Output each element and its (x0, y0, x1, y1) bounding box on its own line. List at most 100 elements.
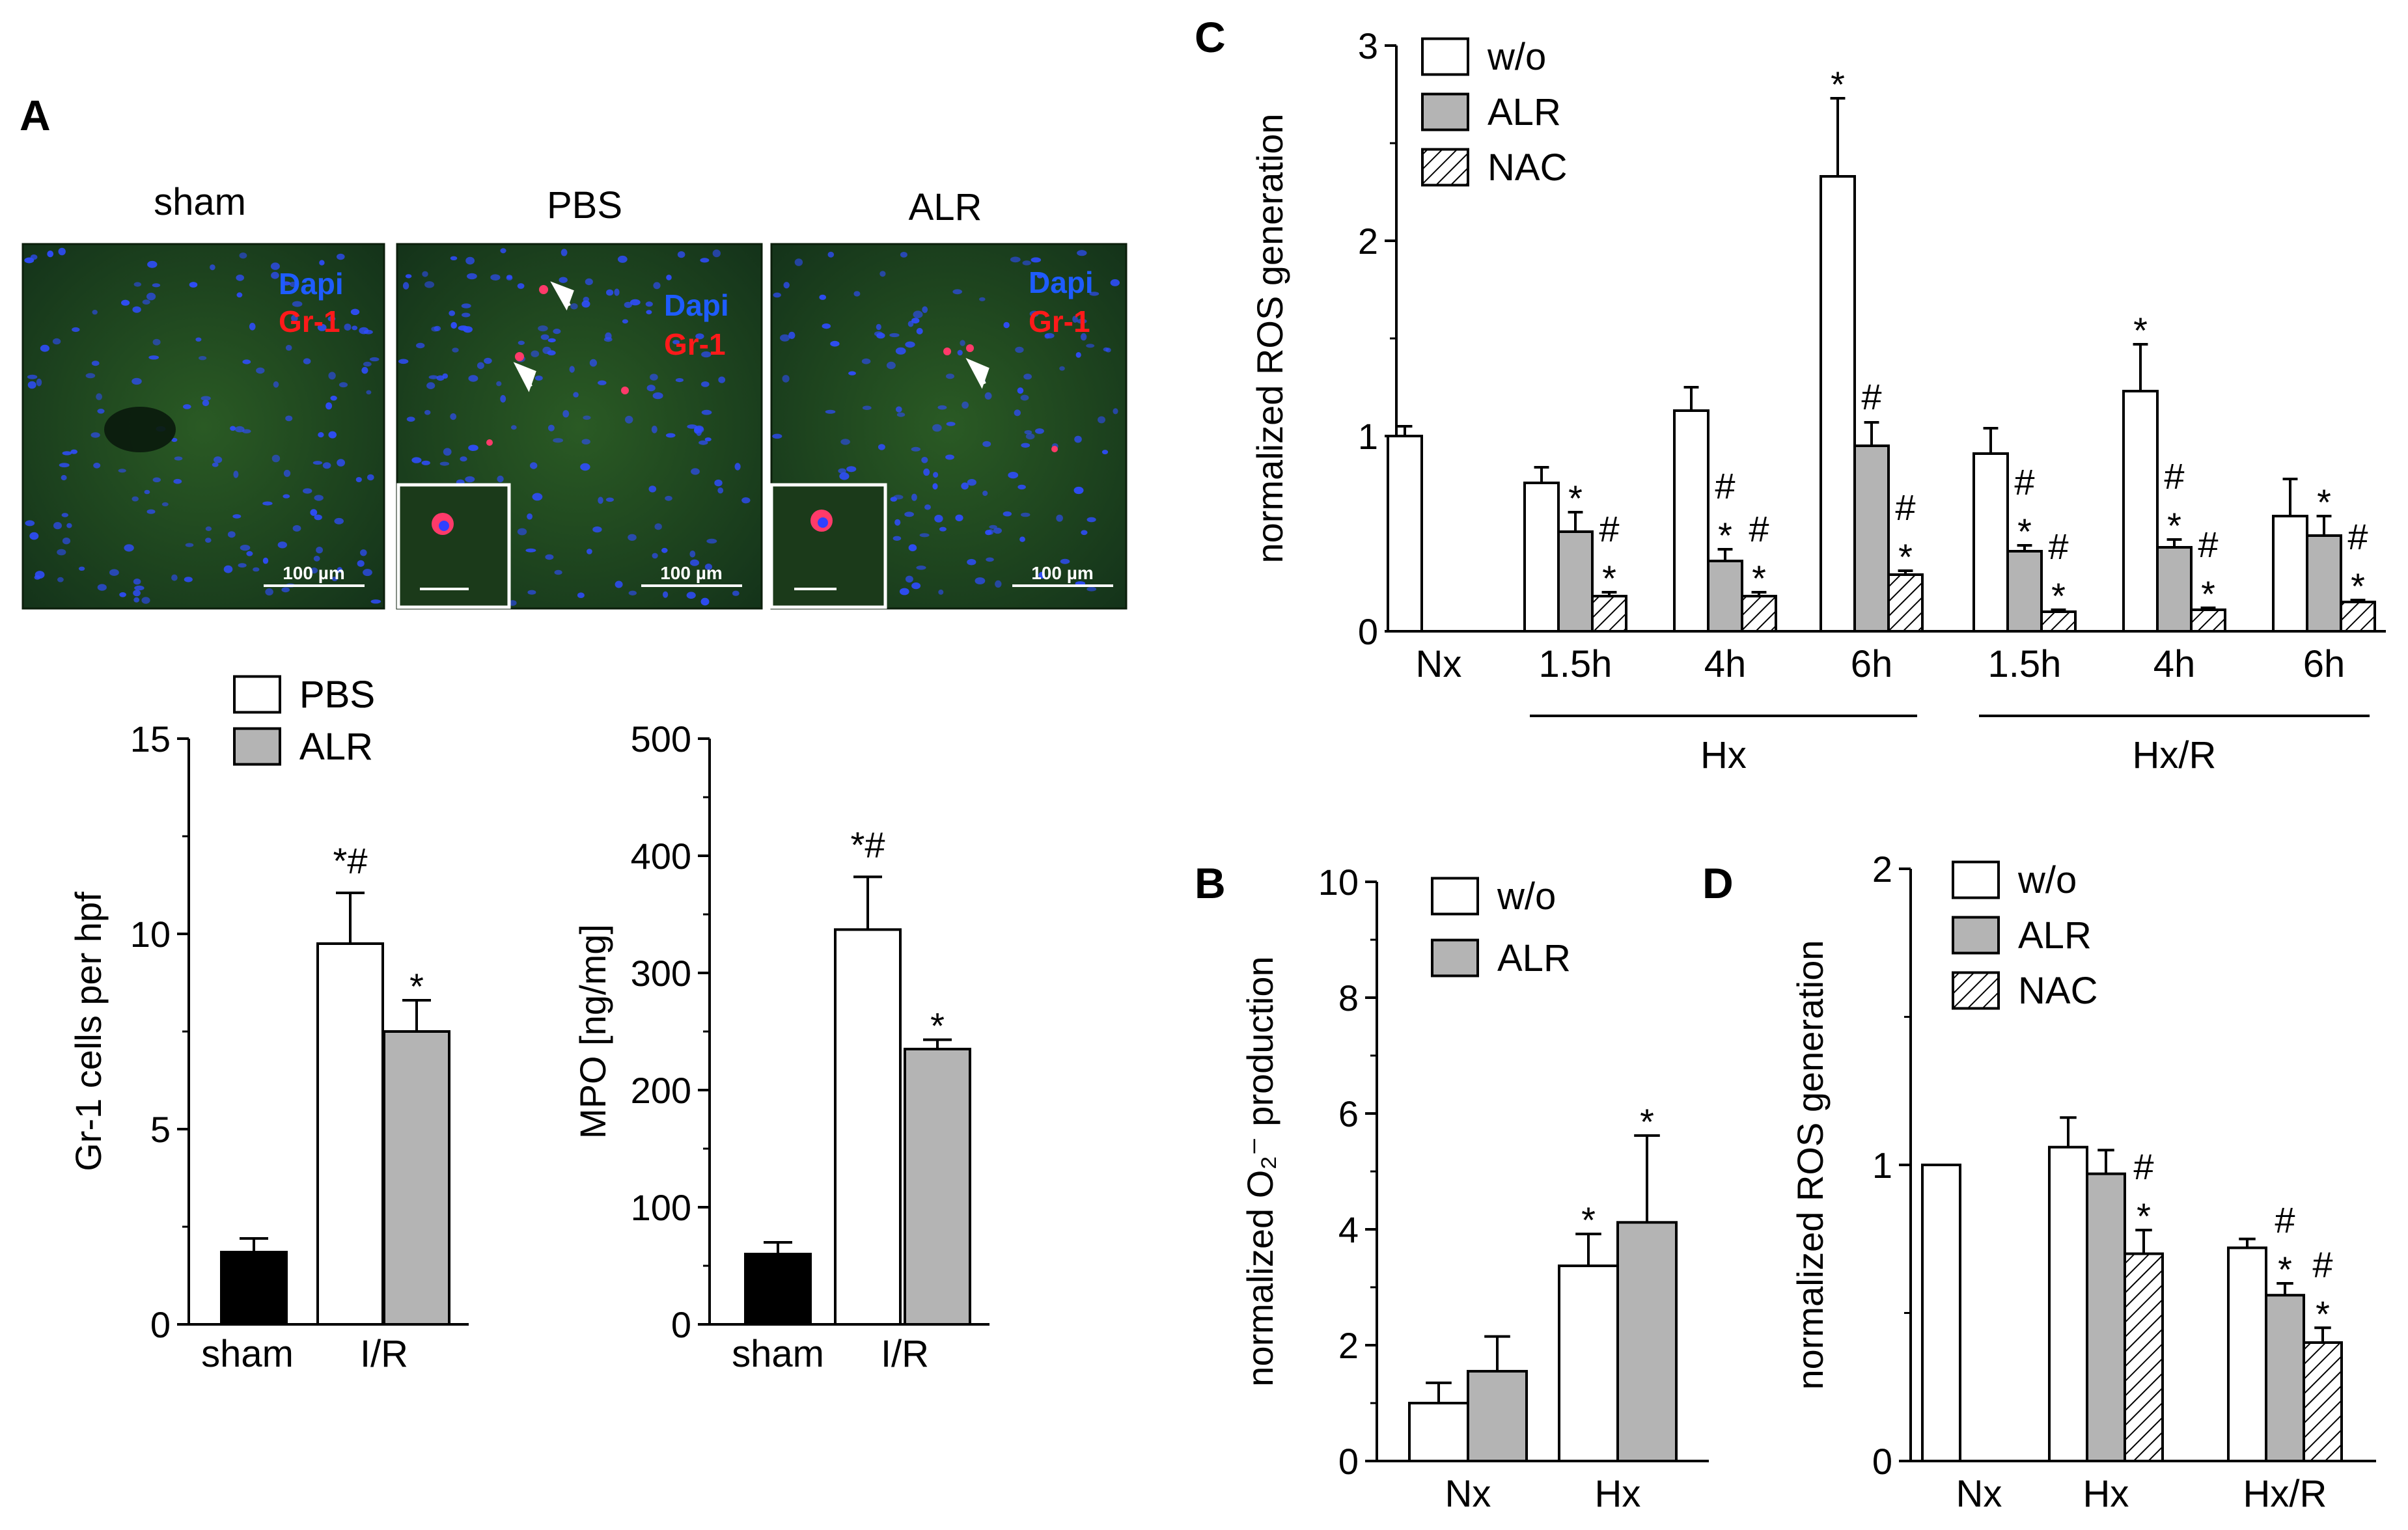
nucleus (134, 585, 145, 591)
bar (2122, 390, 2159, 633)
y-tick-label: 0 (1872, 1441, 1892, 1482)
nucleus (896, 412, 906, 417)
nucleus (289, 281, 298, 288)
nucleus (337, 253, 345, 260)
legend-swatch (233, 727, 281, 766)
x-category-label: 6h (1851, 643, 1893, 685)
nucleus (598, 497, 603, 504)
legend-label: NAC (1488, 146, 1567, 189)
nucleus (780, 334, 790, 342)
nucleus (939, 526, 947, 532)
nucleus (500, 248, 506, 254)
y-tick-label: 1 (1872, 1145, 1892, 1186)
nucleus (52, 338, 61, 345)
nucleus (645, 301, 653, 307)
nucleus (690, 559, 699, 566)
y-tick-label: 2 (1872, 849, 1892, 890)
nucleus (1019, 536, 1025, 542)
nucleus (361, 366, 368, 374)
nucleus (314, 495, 324, 501)
nucleus (146, 292, 156, 301)
nucleus (25, 520, 35, 526)
nucleus (911, 493, 917, 501)
nucleus (1020, 394, 1029, 401)
nucleus (919, 533, 930, 538)
nucleus (462, 312, 471, 318)
bar (2086, 1172, 2126, 1463)
y-tick-label: 500 (631, 718, 691, 759)
nucleus (319, 260, 325, 266)
nucleus (1060, 558, 1070, 564)
nucleus (1003, 321, 1010, 329)
nucleus (468, 375, 478, 382)
nucleus (605, 332, 612, 340)
y-axis-label: normalized O₂⁻ production (1239, 956, 1280, 1386)
nucleus (598, 380, 607, 385)
nucleus (452, 348, 459, 353)
nucleus (227, 531, 236, 538)
nucleus (36, 378, 42, 387)
nucleus (322, 462, 331, 469)
nucleus (118, 469, 126, 473)
nucleus (794, 258, 803, 266)
nucleus (894, 519, 901, 526)
nucleus (1075, 352, 1081, 358)
nucleus (262, 557, 269, 564)
nucleus (960, 340, 965, 346)
nucleus (825, 409, 836, 414)
nucleus (233, 471, 239, 478)
nucleus (62, 451, 72, 456)
y-tick-label: 200 (631, 1070, 691, 1111)
nucleus (439, 461, 450, 466)
nucleus (467, 273, 477, 280)
legend-swatch (1421, 37, 1469, 76)
nucleus (24, 257, 35, 264)
nucleus (938, 589, 944, 595)
nucleus (995, 580, 1002, 588)
x-category-label: sham (732, 1333, 824, 1375)
nucleus (922, 306, 928, 313)
bar (1921, 1164, 1961, 1462)
nucleus (695, 333, 704, 340)
nucleus (85, 373, 96, 379)
nucleus (53, 522, 62, 530)
significance-marker: # (1599, 508, 1619, 549)
bar (1591, 595, 1627, 633)
nucleus (119, 592, 127, 597)
nucleus (822, 323, 831, 329)
nucleus (772, 433, 782, 439)
nucleus (97, 409, 105, 414)
nucleus (310, 567, 318, 574)
nucleus (547, 424, 555, 431)
legend-label: ALR (1488, 91, 1561, 133)
nucleus (993, 527, 1002, 534)
nucleus (214, 456, 223, 463)
nucleus (256, 367, 265, 374)
significance-marker: * (1831, 64, 1845, 105)
bar (1408, 1402, 1469, 1462)
significance-marker: * (2316, 1293, 2330, 1334)
nucleus (862, 405, 872, 410)
significance-marker: * (2317, 482, 2331, 523)
nucleus (421, 460, 430, 465)
nucleus (945, 454, 954, 460)
scale-bar-label: 100 µm (283, 563, 345, 583)
nucleus (27, 374, 38, 379)
nucleus (1029, 310, 1039, 318)
nucleus (559, 277, 568, 283)
nucleus (904, 512, 914, 517)
y-tick-label: 0 (1338, 1441, 1359, 1482)
nucleus (913, 310, 923, 319)
legend-label: NAC (2018, 970, 2097, 1012)
nucleus (334, 517, 344, 525)
nucleus (205, 526, 212, 532)
micrograph-alr: Dapi Gr-1 100 µm (769, 243, 1128, 610)
nucleus (97, 584, 107, 591)
nucleus (525, 548, 536, 553)
nucleus (699, 440, 708, 445)
nucleus (355, 477, 362, 482)
nucleus (628, 590, 637, 595)
nucleus (704, 437, 712, 442)
nucleus (932, 483, 938, 490)
